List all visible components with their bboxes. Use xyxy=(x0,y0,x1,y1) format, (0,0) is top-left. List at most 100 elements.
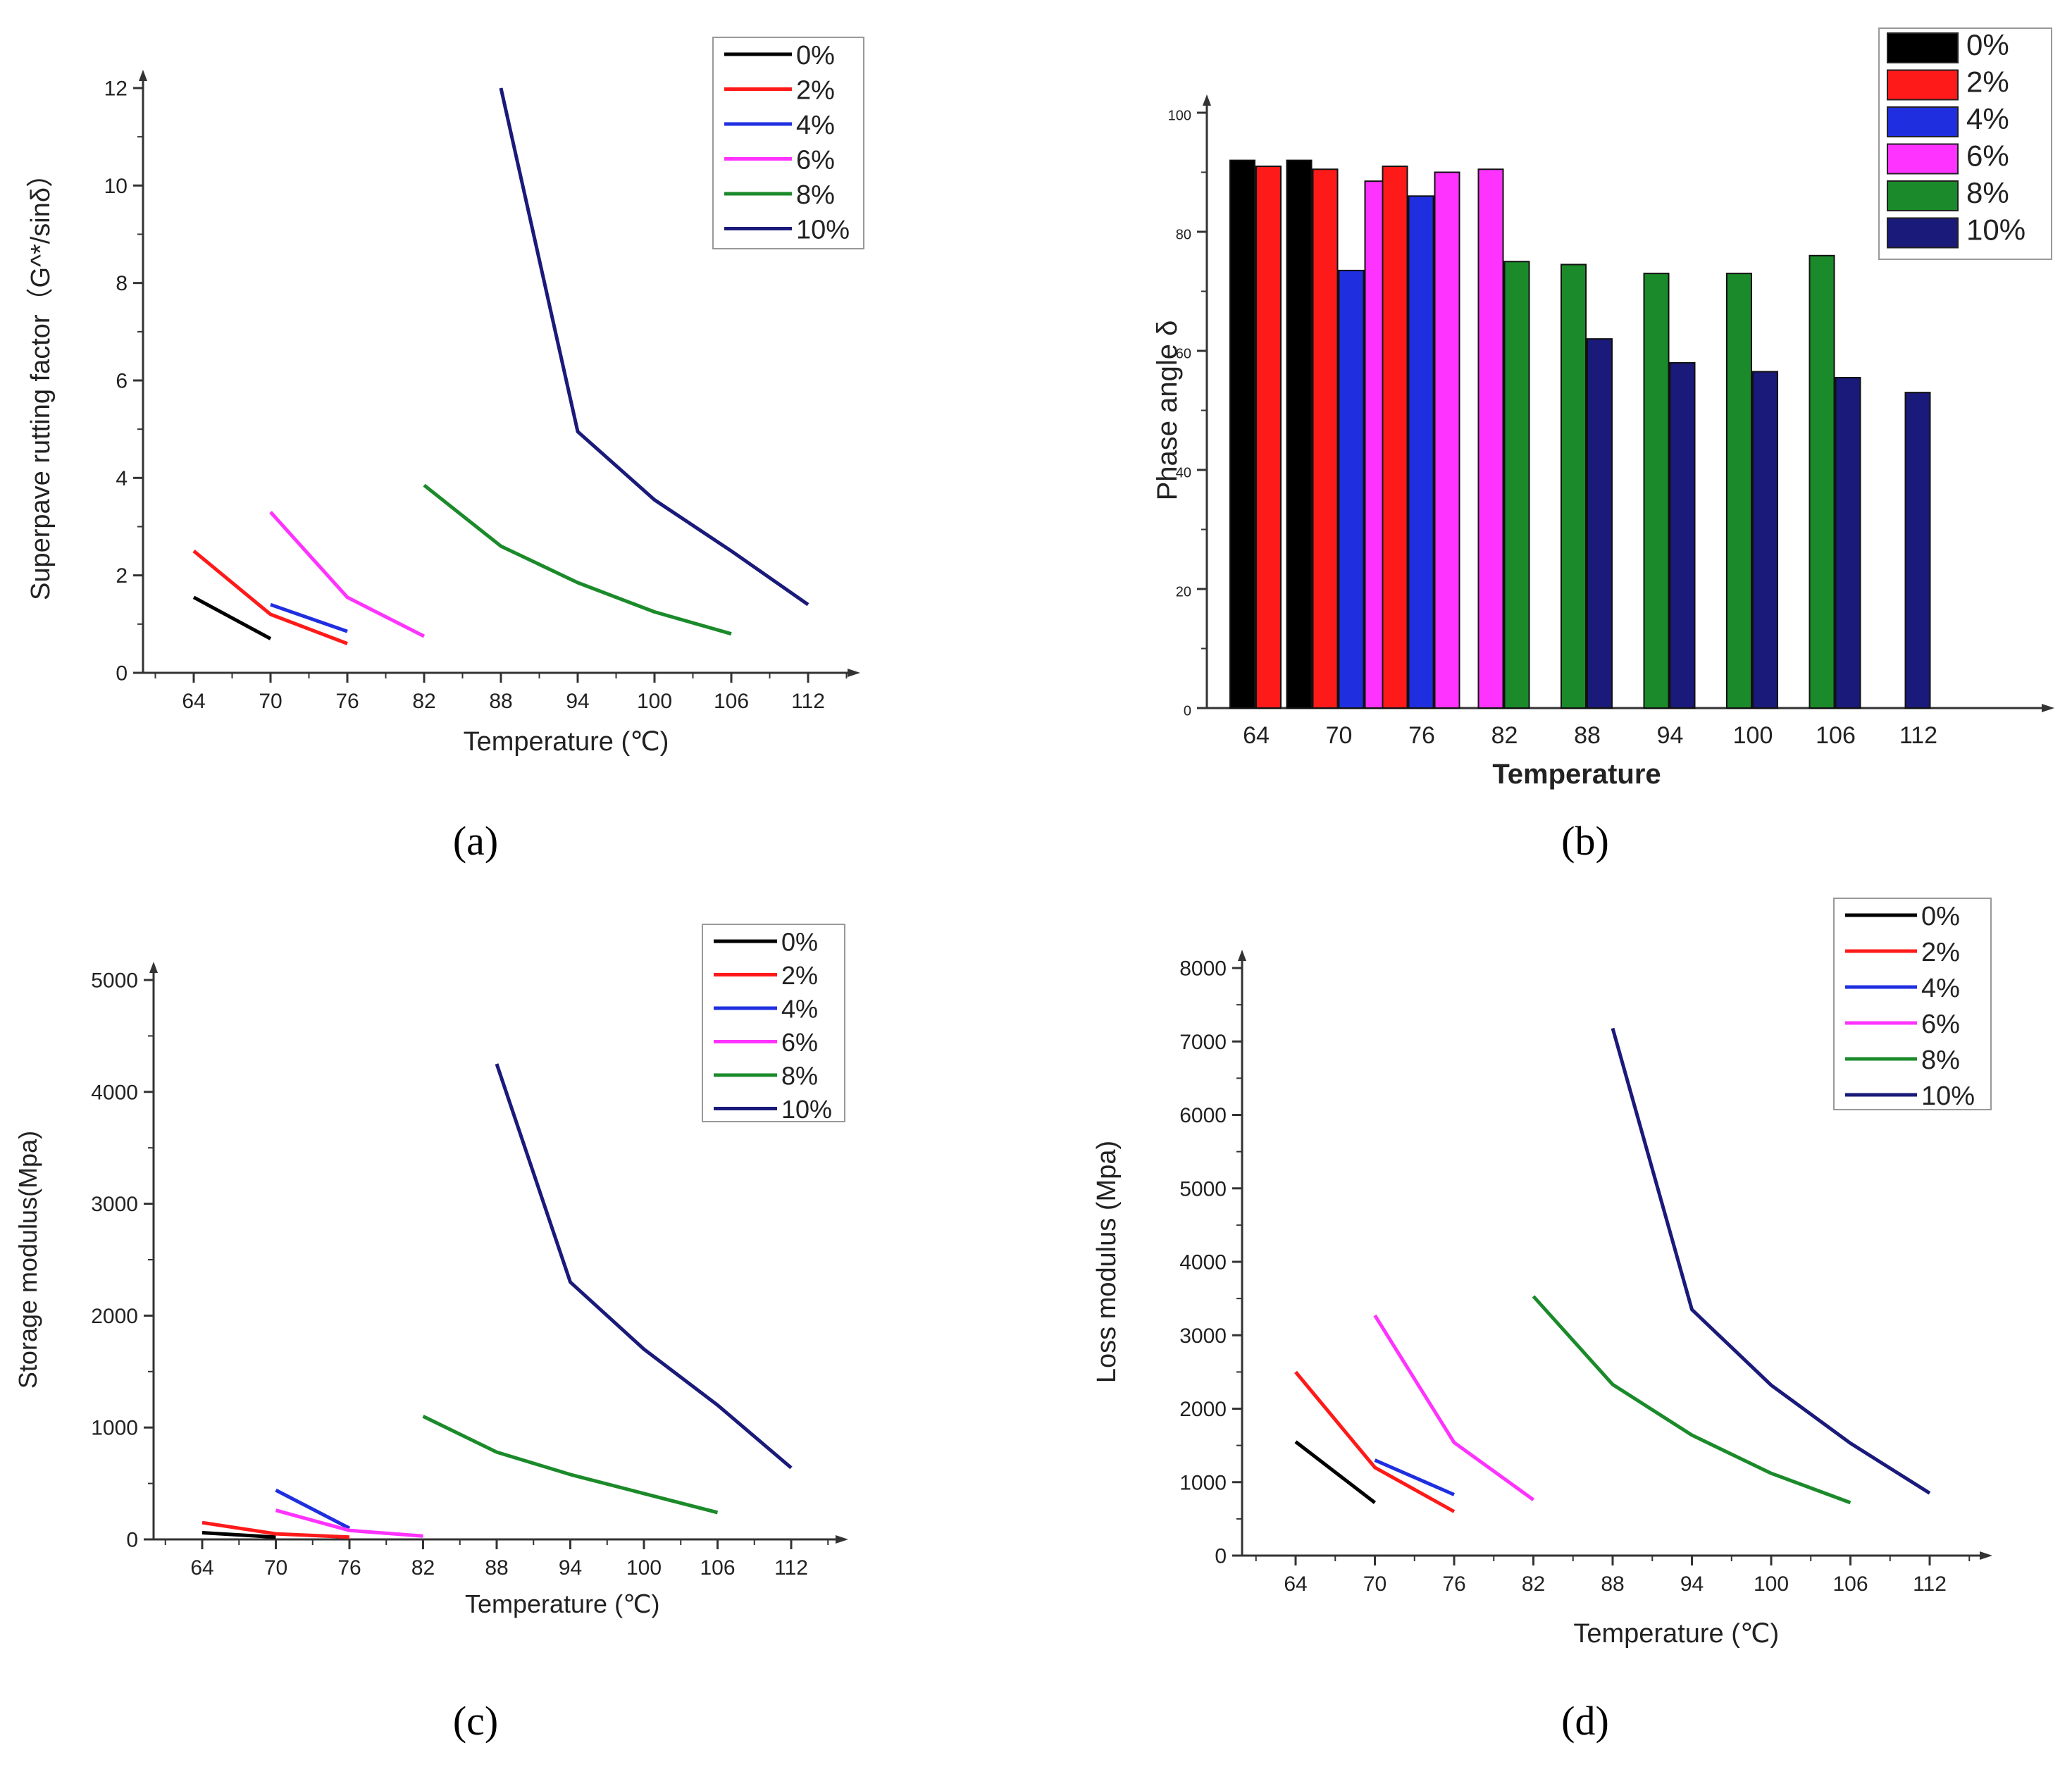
series-line-0pct xyxy=(192,595,272,640)
bar-2pct xyxy=(1255,166,1282,709)
panel-label-b: (b) xyxy=(1561,818,1609,864)
y-tick-label: 4 xyxy=(116,467,128,490)
y-axis-arrow-icon xyxy=(139,70,147,81)
bar-6pct xyxy=(1477,168,1504,709)
y-axis-arrow-icon xyxy=(149,962,158,973)
legend-label: 8% xyxy=(1921,1046,1960,1075)
x-tick-label: 100 xyxy=(1733,722,1773,749)
legend-label: 2% xyxy=(1921,938,1960,967)
series-line-4pct xyxy=(1374,1458,1455,1496)
x-tick-label: 64 xyxy=(1284,1573,1307,1596)
legend-label: 6% xyxy=(1921,1010,1960,1039)
bar-0pct xyxy=(1229,159,1255,709)
x-tick-label: 112 xyxy=(1899,722,1937,749)
legend-swatch xyxy=(1887,143,1959,175)
x-axis-title: Temperature (℃) xyxy=(465,1589,660,1618)
bar-6pct xyxy=(1434,171,1460,709)
series-line-8pct xyxy=(422,1415,719,1515)
y-tick-label: 10 xyxy=(104,175,128,198)
bar-10pct xyxy=(1835,377,1861,709)
panel-d: 0 1000 2000 3000 4000 5000 6000 7000 8000 64 70 76 8… xyxy=(1036,887,2071,1774)
legend-swatch xyxy=(1887,32,1959,63)
y-tick-label: 0 xyxy=(1215,1545,1227,1568)
x-axis-title: Temperature xyxy=(1492,759,1661,790)
x-tick-label: 88 xyxy=(485,1556,508,1580)
x-axis-arrow-icon xyxy=(836,1535,848,1544)
series-line-10pct xyxy=(1611,1027,1931,1495)
x-axis-arrow-icon xyxy=(1980,1551,1992,1560)
bar-10pct xyxy=(1904,392,1931,709)
panel-label-a: (a) xyxy=(452,818,499,864)
series-line-0pct xyxy=(1294,1440,1377,1504)
x-tick-label: 82 xyxy=(412,690,435,713)
x-tick-label: 112 xyxy=(774,1556,808,1580)
x-tick-label: 94 xyxy=(1657,722,1684,749)
x-tick-label: 76 xyxy=(337,1556,361,1580)
legend-label: 4% xyxy=(781,995,818,1024)
bar-10pct xyxy=(1752,371,1778,709)
x-tick-label: 100 xyxy=(1754,1573,1789,1596)
bar-8pct xyxy=(1726,273,1752,709)
bar-0pct xyxy=(1286,159,1313,709)
y-axis-arrow-icon xyxy=(1203,94,1211,106)
legend-swatch xyxy=(1887,217,1959,249)
bar-10pct xyxy=(1669,361,1696,709)
y-axis-title: Phase angle δ xyxy=(1152,321,1183,501)
y-tick-label: 0 xyxy=(126,1529,138,1552)
y-tick-label: 0 xyxy=(116,662,128,686)
x-tick-label: 70 xyxy=(264,1556,287,1580)
x-tick-label: 106 xyxy=(714,690,749,713)
legend-label: 6% xyxy=(796,145,835,175)
legend-label: 0% xyxy=(796,41,835,70)
y-tick-label: 20 xyxy=(1176,585,1191,600)
y-tick-label: 5000 xyxy=(1179,1177,1227,1201)
x-tick-label: 88 xyxy=(1574,722,1601,749)
series-line-4pct xyxy=(270,602,348,633)
legend-box xyxy=(712,37,864,249)
y-tick-label: 4000 xyxy=(1179,1251,1227,1274)
series-line-2pct xyxy=(201,1520,350,1539)
chart-a: 0 2 4 6 8 10 12 64 70 76 82 88 94 100 106 112 Temperatur… xyxy=(26,37,864,757)
panel-label-c: (c) xyxy=(452,1698,499,1744)
y-tick-label: 6 xyxy=(116,370,128,393)
y-tick-label: 40 xyxy=(1176,466,1191,481)
legend-label: 0% xyxy=(1966,28,2009,61)
series-line-2pct xyxy=(1294,1370,1456,1513)
legend-label: 6% xyxy=(781,1028,818,1057)
bar-2pct xyxy=(1312,168,1339,709)
series-line-6pct xyxy=(275,1508,423,1538)
y-tick-label: 80 xyxy=(1176,228,1191,243)
series-line-0pct xyxy=(201,1531,276,1539)
x-tick-label: 82 xyxy=(411,1556,435,1580)
x-axis-arrow-icon xyxy=(2042,704,2054,712)
y-tick-label: 100 xyxy=(1168,108,1191,124)
y-tick-label: 6000 xyxy=(1179,1104,1227,1127)
y-axis-title: Storage modulus(Mpa) xyxy=(13,1131,42,1389)
legend-box xyxy=(702,924,845,1122)
legend-label: 6% xyxy=(1966,139,2009,173)
legend-label: 8% xyxy=(796,180,835,210)
x-tick-label: 64 xyxy=(1243,722,1270,749)
y-tick-label: 0 xyxy=(1184,704,1191,719)
legend-label: 10% xyxy=(781,1095,832,1124)
series-line-6pct xyxy=(269,511,426,638)
panel-label-d: (d) xyxy=(1561,1698,1609,1744)
x-tick-label: 76 xyxy=(335,690,359,713)
x-tick-label: 64 xyxy=(182,690,205,713)
y-tick-label: 1000 xyxy=(1179,1471,1227,1494)
legend-swatch xyxy=(1887,106,1959,137)
y-tick-label: 8000 xyxy=(1179,957,1227,981)
y-tick-label: 1000 xyxy=(91,1417,138,1440)
y-axis-arrow-icon xyxy=(1238,950,1246,961)
legend-label: 4% xyxy=(796,111,835,140)
legend-swatch xyxy=(1887,69,1959,101)
bar-4pct xyxy=(1408,195,1434,709)
y-tick-label: 4000 xyxy=(91,1081,138,1104)
y-tick-label: 3000 xyxy=(1179,1325,1227,1348)
x-tick-label: 88 xyxy=(489,690,512,713)
panel-b: 0 20 40 60 80 100 64 70 76 82 88 94 100 106 112 Tempera… xyxy=(1036,0,2071,887)
bar-8pct xyxy=(1561,263,1587,709)
x-tick-label: 112 xyxy=(1913,1573,1947,1596)
series-line-8pct xyxy=(1532,1295,1851,1505)
x-tick-label: 64 xyxy=(190,1556,213,1580)
